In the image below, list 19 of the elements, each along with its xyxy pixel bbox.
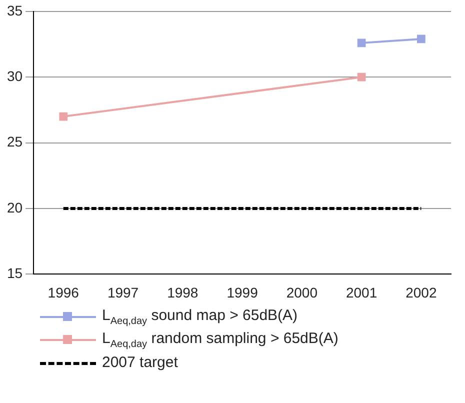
x-tick-label: 1999 bbox=[226, 284, 258, 300]
legend-label: L$_{Aeq,day}$ sound map > 65dB(A) bbox=[102, 306, 298, 326]
x-tick-label: 1996 bbox=[48, 284, 80, 300]
legend-label: 2007 target bbox=[102, 354, 178, 371]
point bbox=[59, 112, 68, 121]
y-tick-label: 25 bbox=[6, 134, 23, 150]
legend-label: L$_{Aeq,day}$ random sampling > 65dB(A) bbox=[102, 330, 338, 350]
x-tick-label: 2001 bbox=[346, 284, 378, 300]
y-tick-label: 30 bbox=[6, 68, 23, 84]
y-tick-label: 20 bbox=[6, 199, 23, 216]
x-tick-label: 1997 bbox=[107, 284, 139, 300]
y-tick-label: 15 bbox=[6, 265, 23, 282]
x-tick-label: 1998 bbox=[167, 284, 198, 300]
x-tick-label: 2000 bbox=[286, 284, 318, 300]
point bbox=[417, 34, 426, 44]
point bbox=[357, 72, 366, 82]
y-tick-label: 35 bbox=[6, 2, 23, 18]
point bbox=[357, 38, 366, 48]
x-tick-label: 2002 bbox=[406, 284, 437, 300]
